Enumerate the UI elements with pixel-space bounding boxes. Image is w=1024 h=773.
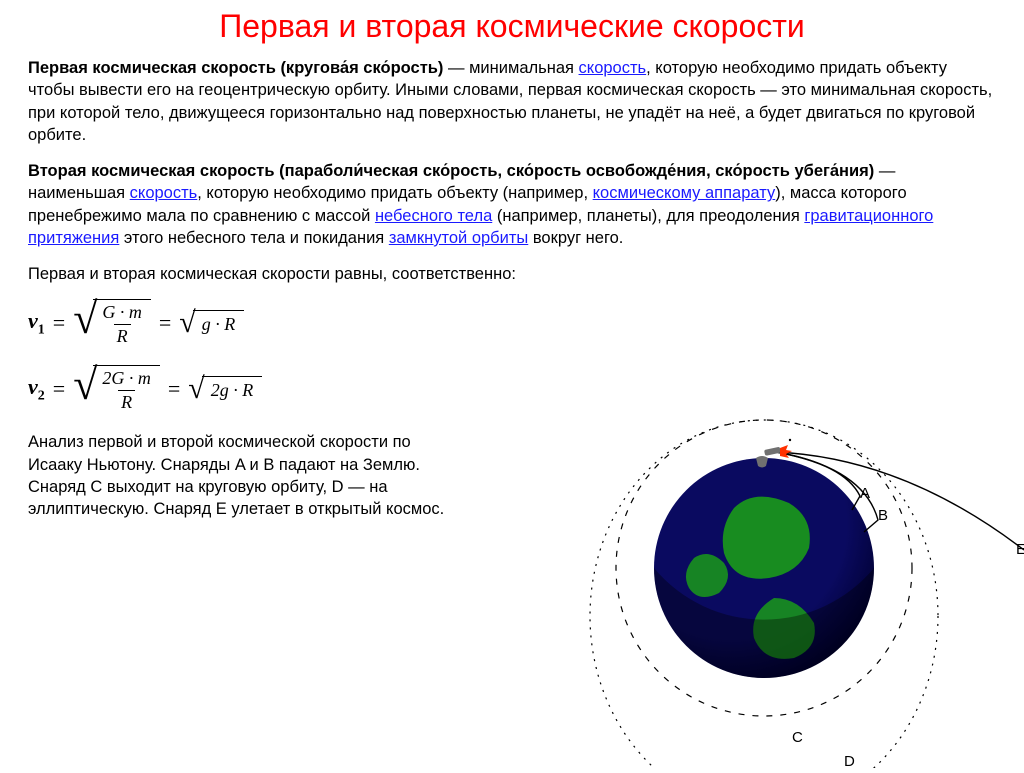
link-closed-orbit[interactable]: замкнутой орбиты [389, 229, 528, 247]
link-celestial-body[interactable]: небесного тела [375, 207, 492, 225]
paragraph-formulas-intro: Первая и вторая космическая скорости рав… [28, 263, 996, 285]
p2-t5: этого небесного тела и покидания [119, 229, 389, 247]
svg-text:B: B [878, 507, 888, 524]
v1-sqrt-simple: √ g · R [179, 310, 244, 336]
equals-1b: = [159, 310, 171, 336]
paragraph-newton-analysis: Анализ первой и второй космической скоро… [28, 431, 468, 520]
p1-lead: Первая космическая скорость (кругова́я с… [28, 59, 443, 77]
svg-text:E: E [1016, 541, 1024, 558]
v1-sqrt-frac: √ G · m R [73, 299, 151, 347]
paragraph-second-velocity: Вторая космическая скорость (параболи́че… [28, 160, 996, 249]
v2-simple: 2g · R [208, 380, 257, 401]
v2-num: 2G · m [99, 368, 154, 390]
p2-lead: Вторая космическая скорость (параболи́че… [28, 162, 874, 180]
p2-t2: , которую необходимо придать объекту (на… [197, 184, 592, 202]
p1-t1: — минимальная [443, 59, 578, 77]
link-spacecraft[interactable]: космическому аппарату [593, 184, 776, 202]
p2-t6: вокруг него. [528, 229, 623, 247]
svg-text:C: C [792, 729, 803, 746]
svg-text:A: A [860, 485, 870, 502]
v1-den: R [114, 324, 131, 347]
v1-sub: 1 [38, 323, 45, 338]
newton-cannon-diagram: AB C D E [504, 368, 1024, 768]
link-speed-1[interactable]: скорость [579, 59, 647, 77]
page-title: Первая и вторая космические скорости [28, 8, 996, 45]
equals-2a: = [53, 376, 65, 402]
v1-var: v [28, 308, 38, 333]
v2-sqrt-frac: √ 2G · m R [73, 365, 160, 413]
v1-simple: g · R [199, 314, 239, 335]
equals-2b: = [168, 376, 180, 402]
v2-den: R [118, 390, 135, 413]
v2-var: v [28, 374, 38, 399]
svg-text:D: D [844, 753, 855, 768]
formula-v1: v1 = √ G · m R = √ g · R [28, 299, 996, 347]
link-speed-2[interactable]: скорость [130, 184, 198, 202]
v1-num: G · m [99, 302, 145, 324]
v2-sqrt-simple: √ 2g · R [188, 376, 262, 402]
paragraph-first-velocity: Первая космическая скорость (кругова́я с… [28, 57, 996, 146]
v2-sub: 2 [38, 389, 45, 404]
equals-1a: = [53, 310, 65, 336]
p2-t4: (например, планеты), для преодоления [492, 207, 804, 225]
